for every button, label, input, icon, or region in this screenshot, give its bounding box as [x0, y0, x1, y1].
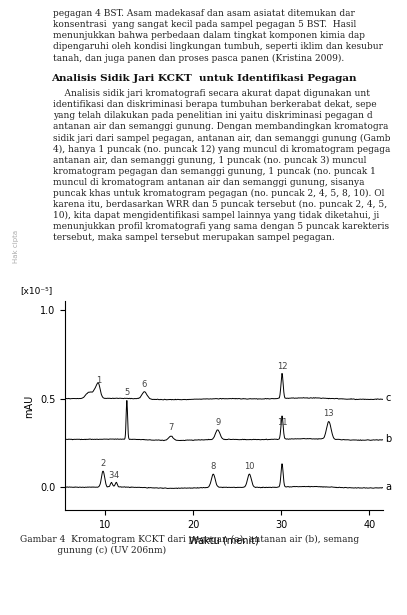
X-axis label: Waktu (menit): Waktu (menit) — [189, 536, 259, 546]
Text: 10: 10 — [244, 462, 255, 470]
Text: kromatogram pegagan dan semanggi gunung, 1 puncak (no. puncak 1: kromatogram pegagan dan semanggi gunung,… — [53, 167, 376, 176]
Text: 1: 1 — [96, 376, 101, 384]
Text: tanah, dan juga panen dan proses pasca panen (Kristina 2009).: tanah, dan juga panen dan proses pasca p… — [53, 54, 344, 63]
Text: 6: 6 — [142, 380, 147, 389]
Y-axis label: mAU: mAU — [24, 394, 35, 418]
Text: 4), hanya 1 puncak (no. puncak 12) yang muncul di kromatogram pegaga: 4), hanya 1 puncak (no. puncak 12) yang … — [53, 145, 390, 154]
Text: Hak cipta: Hak cipta — [13, 229, 19, 263]
Text: Analisis sidik jari kromatografi secara akurat dapat digunakan unt: Analisis sidik jari kromatografi secara … — [53, 89, 370, 98]
Text: dipengaruhi oleh kondisi lingkungan tumbuh, seperti iklim dan kesubur: dipengaruhi oleh kondisi lingkungan tumb… — [53, 42, 383, 52]
Text: tersebut, maka sampel tersebut merupakan sampel pegagan.: tersebut, maka sampel tersebut merupakan… — [53, 233, 335, 242]
Text: antanan air dan semanggi gunung. Dengan membandingkan kromatogra: antanan air dan semanggi gunung. Dengan … — [53, 122, 388, 132]
Text: antanan air, dan semanggi gunung, 1 puncak (no. puncak 3) muncul: antanan air, dan semanggi gunung, 1 punc… — [53, 156, 366, 165]
Text: 4: 4 — [114, 471, 119, 480]
Text: pegagan 4 BST. Asam madekasaf dan asam asiatat ditemukan dar: pegagan 4 BST. Asam madekasaf dan asam a… — [53, 9, 355, 18]
Text: puncak khas untuk kromatogram pegagan (no. puncak 2, 4, 5, 8, 10). Ol: puncak khas untuk kromatogram pegagan (n… — [53, 189, 384, 198]
Text: menunjukkan bahwa perbedaan dalam tingkat komponen kimia dap: menunjukkan bahwa perbedaan dalam tingka… — [53, 31, 365, 41]
Text: Gambar 4  Kromatogram KCKT dari pegagan (a), antanan air (b), semang: Gambar 4 Kromatogram KCKT dari pegagan (… — [20, 535, 359, 544]
Text: a: a — [385, 482, 391, 491]
Text: 2: 2 — [101, 459, 106, 468]
Text: c: c — [385, 393, 391, 403]
Text: 10), kita dapat mengidentifikasi sampel lainnya yang tidak diketahui, ji: 10), kita dapat mengidentifikasi sampel … — [53, 211, 379, 220]
Text: menunjukkan profil kromatografi yang sama dengan 5 puncak karekteris: menunjukkan profil kromatografi yang sam… — [53, 222, 389, 231]
Text: sidik jari dari sampel pegagan, antanan air, dan semanggi gunung (Gamb: sidik jari dari sampel pegagan, antanan … — [53, 133, 390, 143]
Text: muncul di kromatogram antanan air dan semanggi gunung, sisanya: muncul di kromatogram antanan air dan se… — [53, 178, 364, 187]
Text: gunung (c) (UV 206nm): gunung (c) (UV 206nm) — [20, 546, 166, 555]
Text: karena itu, berdasarkan WRR dan 5 puncak tersebut (no. puncak 2, 4, 5,: karena itu, berdasarkan WRR dan 5 puncak… — [53, 200, 387, 209]
Text: 3: 3 — [109, 471, 114, 480]
Text: 5: 5 — [124, 388, 129, 397]
Text: identifikasi dan diskriminasi berapa tumbuhan berkerabat dekat, sepe: identifikasi dan diskriminasi berapa tum… — [53, 100, 376, 109]
Text: 12: 12 — [277, 362, 287, 371]
Text: 9: 9 — [215, 418, 220, 427]
Text: 13: 13 — [324, 410, 334, 418]
Text: konsentrasi  yang sangat kecil pada sampel pegagan 5 BST.  Hasil: konsentrasi yang sangat kecil pada sampe… — [53, 20, 356, 30]
Text: Analisis Sidik Jari KCKT  untuk Identifikasi Pegagan: Analisis Sidik Jari KCKT untuk Identifik… — [51, 74, 356, 83]
Text: 8: 8 — [210, 462, 216, 470]
Text: b: b — [385, 434, 392, 443]
Text: 7: 7 — [168, 424, 174, 432]
Text: yang telah dilakukan pada penelitian ini yaitu diskriminasi pegagan d: yang telah dilakukan pada penelitian ini… — [53, 111, 372, 121]
Text: [x10⁻⁵]: [x10⁻⁵] — [21, 286, 53, 295]
Text: 11: 11 — [277, 418, 287, 427]
